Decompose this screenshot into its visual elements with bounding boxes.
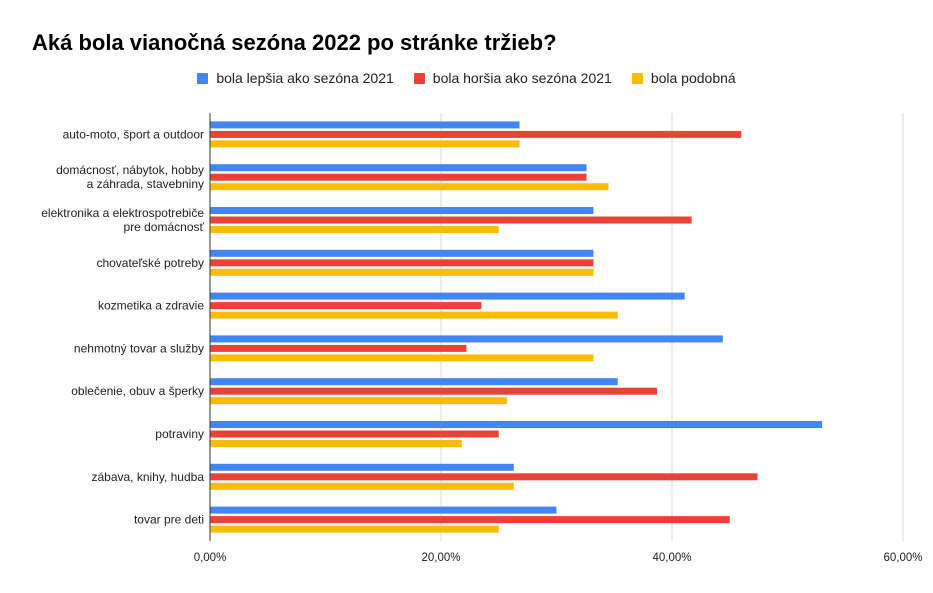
category-label: domácnosť, nábytok, hobby (56, 163, 204, 177)
chart-legend: bola lepšia ako sezóna 2021 bola horšia a… (0, 70, 933, 86)
bar-2-4 (210, 311, 618, 319)
bar-2-8 (210, 482, 514, 490)
bar-2-0 (210, 140, 520, 148)
bar-2-2 (210, 226, 499, 233)
bar-1-8 (210, 473, 758, 481)
bar-0-2 (210, 207, 594, 214)
bar-1-3 (210, 259, 594, 267)
category-label: elektronika a elektrospotrebiče (41, 206, 204, 220)
bar-2-7 (210, 440, 462, 447)
bar-0-3 (210, 249, 594, 257)
legend-item: bola lepšia ako sezóna 2021 (197, 70, 394, 86)
bar-2-3 (210, 268, 594, 276)
x-tick-label: 0,00% (194, 552, 227, 564)
bar-0-8 (210, 463, 514, 471)
legend-label: bola horšia ako sezóna 2021 (432, 70, 612, 86)
bar-0-0 (210, 121, 520, 129)
category-label: potraviny (155, 427, 204, 441)
category-label: oblečenie, obuv a šperky (71, 384, 204, 398)
category-label: tovar pre deti (134, 513, 204, 527)
category-label: pre domácnosť (123, 220, 204, 234)
bar-0-5 (210, 335, 723, 343)
legend-item: bola podobná (631, 70, 736, 86)
bar-1-2 (210, 216, 692, 224)
chart-title: Aká bola vianočná sezóna 2022 po stránke… (32, 30, 557, 55)
bar-0-9 (210, 506, 557, 514)
x-tick-label: 60,00% (883, 552, 922, 564)
category-label: chovateľské potreby (96, 256, 204, 270)
legend-label: bola podobná (650, 70, 736, 86)
bar-2-6 (210, 397, 507, 405)
legend-item: bola horšia ako sezóna 2021 (413, 70, 612, 86)
bar-0-6 (210, 378, 618, 386)
bar-1-0 (210, 130, 742, 138)
x-tick-label: 40,00% (652, 552, 691, 564)
bar-2-9 (210, 525, 499, 533)
category-label: nehmotný tovar a služby (74, 341, 204, 355)
category-label: zábava, knihy, hudba (91, 470, 204, 484)
bar-1-5 (210, 344, 467, 352)
bar-1-4 (210, 302, 482, 310)
bar-0-4 (210, 292, 685, 300)
category-label: auto-moto, šport a outdoor (63, 127, 204, 141)
bar-0-7 (210, 421, 823, 428)
legend-swatch (197, 72, 209, 84)
bar-1-1 (210, 173, 587, 181)
category-label: a záhrada, stavebniny (87, 177, 204, 191)
bar-2-5 (210, 354, 594, 362)
bar-1-7 (210, 430, 499, 438)
category-label: kozmetika a zdravie (98, 299, 204, 313)
legend-swatch (413, 72, 425, 84)
bar-2-1 (210, 183, 609, 191)
x-tick-label: 20,00% (421, 552, 460, 564)
bar-0-1 (210, 164, 587, 172)
bar-1-9 (210, 516, 730, 524)
legend-label: bola lepšia ako sezóna 2021 (216, 70, 394, 86)
bar-1-6 (210, 387, 657, 395)
legend-swatch (631, 72, 643, 84)
